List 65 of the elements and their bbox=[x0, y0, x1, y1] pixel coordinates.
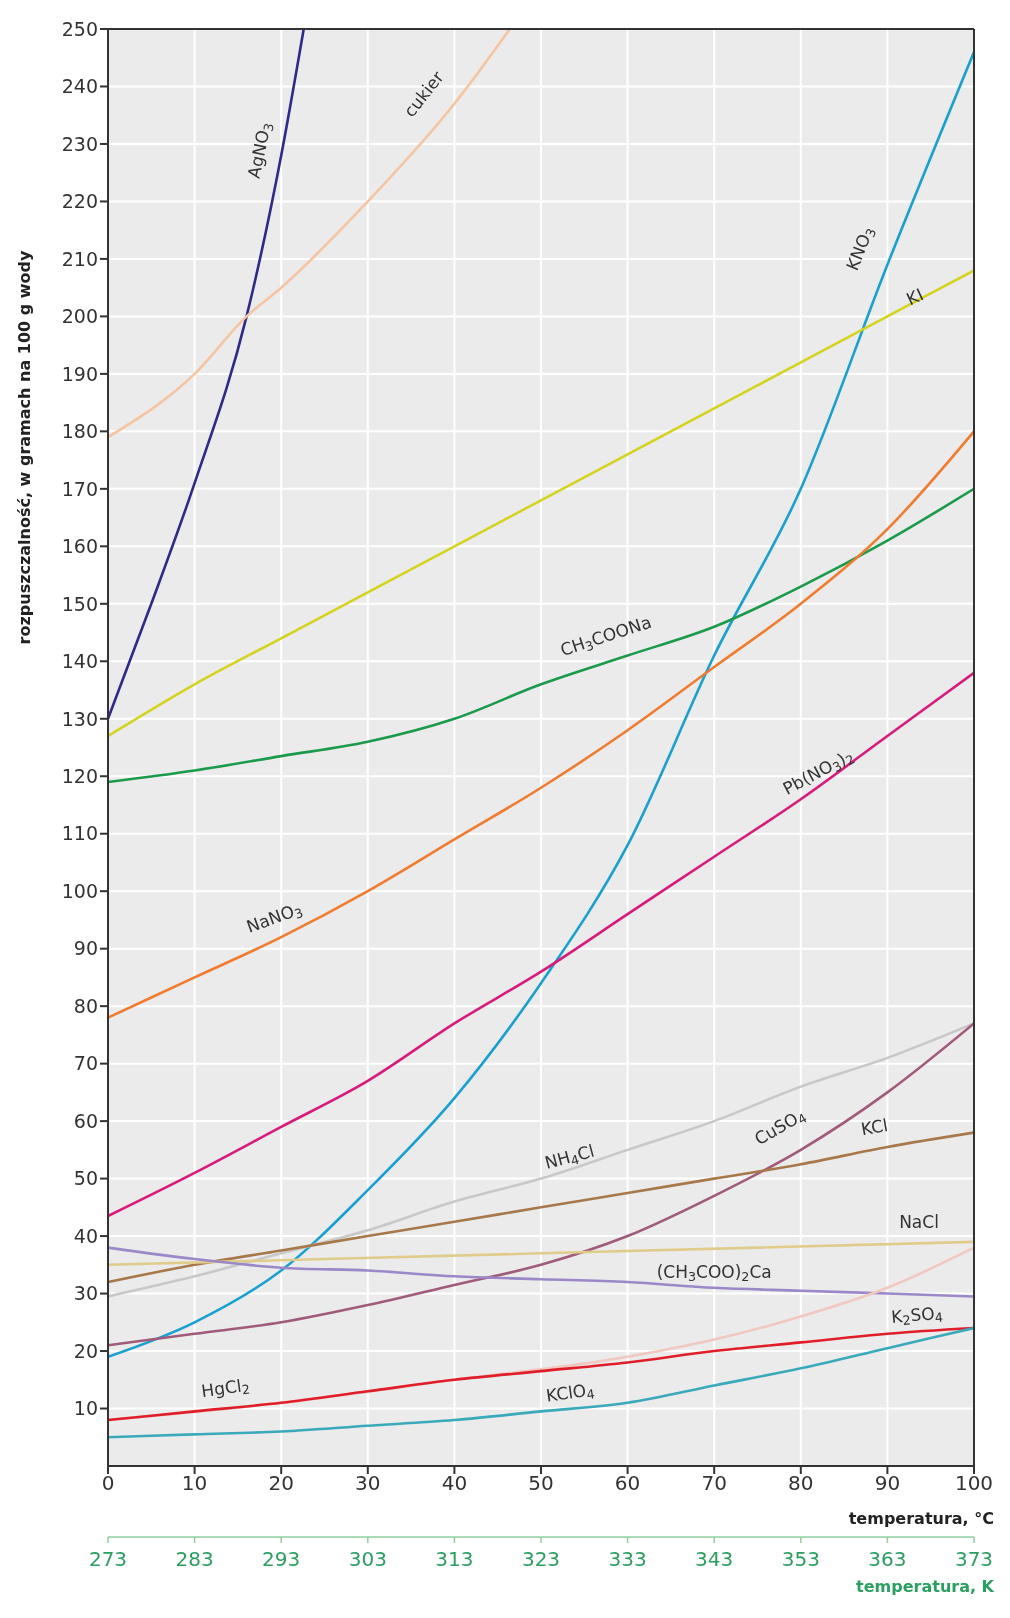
x-axis-title: temperatura, °C bbox=[848, 1509, 994, 1528]
line-series bbox=[108, 1326, 974, 1422]
x2-tick-label: 343 bbox=[695, 1547, 734, 1571]
y-tick-label: 110 bbox=[61, 822, 98, 845]
x2-tick-label: 333 bbox=[608, 1547, 647, 1571]
y-tick-label: 190 bbox=[61, 362, 98, 385]
y-tick-label: 20 bbox=[73, 1339, 98, 1362]
y-tick-label: 210 bbox=[61, 247, 98, 270]
text: KCl bbox=[859, 1114, 890, 1140]
y-axis-title: rozpuszczalność, w gramach na 100 g wody bbox=[15, 250, 34, 645]
y-tick-label: 90 bbox=[73, 937, 98, 960]
x2-tick-label: 373 bbox=[954, 1547, 994, 1571]
y-tick-label: 180 bbox=[61, 420, 98, 443]
x-tick-label: 90 bbox=[874, 1471, 901, 1496]
y-tick-label: 160 bbox=[61, 535, 98, 558]
text: KI bbox=[903, 284, 927, 310]
y-tick-label: 250 bbox=[61, 17, 98, 40]
x-tick-label: 60 bbox=[614, 1471, 641, 1496]
y-tick-label: 80 bbox=[73, 994, 98, 1017]
y-tick-label: 10 bbox=[73, 1397, 98, 1420]
series-label: (CH$_{3}$COO)$_{2}$Ca bbox=[656, 1261, 772, 1285]
x-tick-label: 100 bbox=[954, 1471, 994, 1496]
y-tick-label: 30 bbox=[73, 1282, 98, 1305]
y-tick-label: 70 bbox=[73, 1052, 98, 1075]
x2-tick-label: 363 bbox=[868, 1547, 907, 1571]
y-tick-label: 200 bbox=[61, 305, 98, 328]
x2-tick-label: 273 bbox=[88, 1547, 128, 1571]
y-tick-label: 230 bbox=[61, 132, 98, 155]
x-tick-label: 80 bbox=[788, 1471, 814, 1496]
x-tick-label: 40 bbox=[441, 1471, 468, 1496]
line-series bbox=[108, 1022, 974, 1347]
x-tick-label: 10 bbox=[181, 1471, 208, 1496]
series-label: K$_{2}$SO$_{4}$ bbox=[890, 1303, 944, 1329]
series-label: NaCl bbox=[899, 1211, 939, 1232]
x2-tick-label: 283 bbox=[175, 1547, 214, 1571]
line-series bbox=[108, 269, 974, 738]
y-tick-label: 240 bbox=[61, 75, 98, 98]
line-series bbox=[108, 50, 974, 1359]
x2-tick-label: 303 bbox=[348, 1547, 387, 1571]
y-tick-label: 40 bbox=[73, 1224, 98, 1247]
y-tick-label: 120 bbox=[61, 764, 98, 787]
y-tick-label: 50 bbox=[73, 1167, 98, 1190]
y-tick-label: 60 bbox=[73, 1109, 98, 1132]
y-tick-label: 140 bbox=[61, 650, 98, 673]
x2-tick-label: 353 bbox=[781, 1547, 820, 1571]
x-tick-label: 70 bbox=[701, 1471, 727, 1496]
x2-axis-title: temperatura, K bbox=[856, 1577, 995, 1596]
x2-tick-label: 293 bbox=[262, 1547, 301, 1571]
y-tick-label: 150 bbox=[61, 592, 98, 615]
x-tick-label: 30 bbox=[355, 1471, 381, 1496]
line-series bbox=[108, 1022, 974, 1298]
y-tick-label: 130 bbox=[61, 707, 98, 730]
y-tick-label: 220 bbox=[61, 190, 98, 213]
line-series bbox=[108, 29, 512, 439]
x2-tick-label: 313 bbox=[435, 1547, 474, 1571]
line-series bbox=[108, 1246, 974, 1298]
line-series bbox=[108, 430, 974, 1019]
line-series bbox=[108, 29, 306, 721]
x-tick-label: 50 bbox=[528, 1471, 554, 1496]
x-tick-label: 20 bbox=[268, 1471, 294, 1496]
y-tick-label: 100 bbox=[61, 879, 98, 902]
x2-tick-label: 323 bbox=[521, 1547, 561, 1571]
x-tick-label: 0 bbox=[101, 1471, 115, 1496]
y-tick-label: 170 bbox=[61, 477, 98, 500]
line-series bbox=[108, 1326, 974, 1439]
